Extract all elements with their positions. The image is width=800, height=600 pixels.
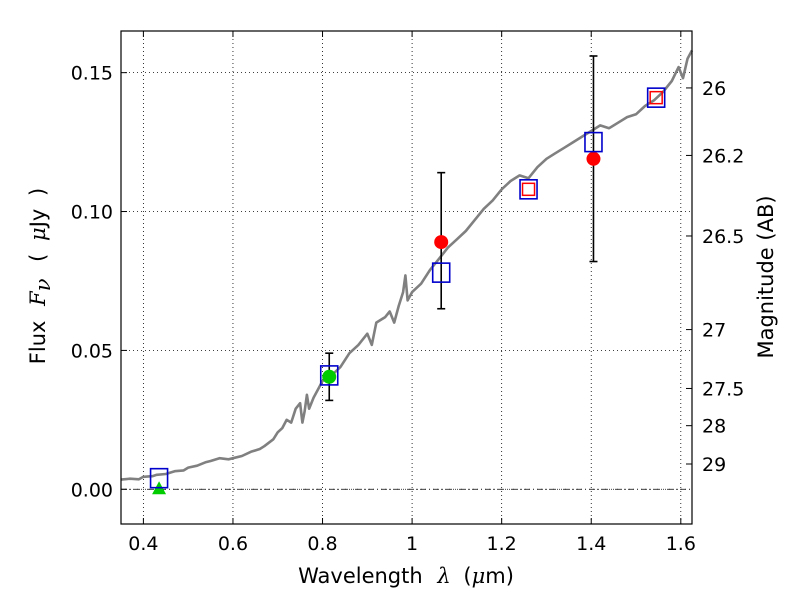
x-axis-label-prefix: Wavelength (298, 564, 423, 588)
x-axis-label-symbol: λ (436, 564, 450, 588)
plot-frame (120, 30, 693, 525)
y-tick-label: 0.00 (71, 479, 113, 501)
magnitude-tick-label: 29 (702, 454, 726, 476)
y-axis-label-symbol: F (26, 290, 50, 307)
y2-axis-label: Magnitude (AB) (754, 195, 778, 358)
magnitude-tick-label: 26.5 (702, 226, 744, 248)
x-axis-label-units-open: ( (463, 564, 471, 588)
x-axis-label-units-rest: m) (485, 564, 514, 588)
y-ticks-layer: 0.00 0.05 0.10 0.15 (71, 63, 127, 501)
model-point (319, 365, 339, 386)
model-layer (149, 87, 666, 489)
spectrum-layer (120, 49, 694, 481)
y-axis-label-units-close: ) (26, 188, 50, 196)
observed-point (434, 235, 449, 250)
x-tick-label: 0.4 (128, 533, 158, 555)
x-tick-label: 1.6 (666, 533, 696, 555)
model-point (646, 87, 666, 108)
y-tick-label: 0.15 (71, 63, 113, 85)
x-ticks-layer: 0.4 0.6 0.8 1 1.2 1.4 1.6 (128, 31, 696, 555)
x-axis-label-units-mu: μ (472, 564, 486, 588)
model-point (584, 131, 603, 153)
x-tick-label: 1 (406, 533, 418, 555)
y-axis-label-units-open: ( (26, 254, 50, 262)
errorbar-layer (325, 55, 598, 402)
observed-point-square (521, 182, 536, 197)
y-axis-label-units-mu: μ (26, 227, 50, 241)
x-tick-label: 1.2 (487, 533, 517, 555)
y-axis-label-units-rest: Jy (26, 209, 50, 230)
magnitude-tick-label: 28 (702, 416, 726, 438)
y-axis-label-prefix: Flux (26, 321, 50, 365)
magnitude-tick-label: 26 (702, 78, 726, 100)
observed-layer (152, 90, 663, 495)
spectrum-line (120, 49, 694, 481)
observed-point (322, 369, 337, 384)
model-point (431, 262, 451, 283)
magnitude-tick-label: 26.2 (702, 145, 744, 167)
y-axis-label: Flux Fν ( μJy ) (26, 188, 55, 364)
y-tick-label: 0.10 (71, 202, 113, 224)
x-tick-label: 1.4 (576, 533, 606, 555)
model-point (519, 179, 538, 200)
y-axis-label-subscript: ν (31, 278, 55, 291)
y-tick-label: 0.05 (71, 340, 113, 362)
observed-point-square (649, 90, 663, 105)
observed-point (586, 151, 601, 166)
magnitude-tick-label: 27 (702, 320, 726, 342)
x-tick-label: 0.8 (307, 533, 337, 555)
x-tick-label: 0.6 (218, 533, 248, 555)
magnitude-tick-label: 27.5 (702, 378, 744, 400)
x-axis-label: Wavelength λ (μm) (298, 564, 514, 588)
model-point (149, 467, 169, 489)
mag-ticks-layer: 26 26.2 26.5 27 27.5 28 29 (686, 78, 744, 476)
